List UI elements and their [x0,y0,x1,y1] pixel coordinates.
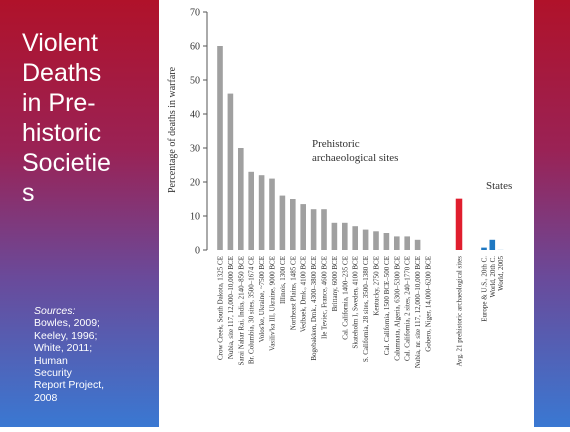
annotation-sites: archaeological sites [312,152,398,164]
source-line: Bowles, 2009; [34,317,154,329]
chart-panel: 0 10 20 30 40 50 60 70 Crow Creek, South Dakota… [159,0,534,427]
source-line: Security [34,367,154,379]
x-tick-label: Vasiliv'ka III, Ukraine, 9000 BCE [269,256,277,351]
bar [373,231,379,250]
x-tick-label: Brittany, 6000 BCE [331,256,339,311]
bar [259,175,265,250]
bar [300,204,306,250]
bar [228,94,234,250]
x-tick-label: Br. Columbia, 30 sites, 3500–1674 CE [248,256,256,364]
bar [352,226,358,250]
title-line: s [22,178,162,208]
x-tick-label: Europe & U.S., 20th C. [481,256,489,322]
bar-chart: 0 10 20 30 40 50 60 70 Crow Creek, South Dakota… [159,0,534,427]
y-axis: 0 10 20 30 40 50 60 70 [190,8,207,257]
title-line: Violent [22,28,162,58]
bar [363,230,369,250]
y-axis-label: Percentage of deaths in warfare [167,66,178,193]
slide-title: Violent Deaths in Pre- historic Societie… [22,28,162,208]
source-line: Report Project, [34,379,154,391]
x-tick-label: Cal. California, 2 sites, 240–1770 CE [404,256,412,361]
x-tick-label: World, 2005 [497,256,505,291]
x-tick-label: Avg. 21 prehistoric archaeological sites [456,256,464,367]
x-tick-label: Nubia, site 117, 12,000–10,000 BCE [227,256,235,359]
bar [238,148,244,250]
bar [456,199,463,250]
x-tick-label: Bogebakken, Dmk., 4300–3800 BCE [310,256,318,361]
annotation-prehistoric: Prehistoric [312,138,360,150]
bar [280,196,286,250]
y-tick-label: 70 [190,8,200,19]
bar [394,236,400,250]
bar [404,236,410,250]
bar [321,209,327,250]
title-line: historic [22,118,162,148]
sources-heading: Sources: [34,305,154,317]
title-line: in Pre- [22,88,162,118]
bar [290,199,296,250]
sources-block: Sources: Bowles, 2009; Keeley, 1996; Whi… [34,305,154,404]
x-tick-label: World, 20th C. [489,256,497,298]
source-line: White, 2011; [34,342,154,354]
bar [332,223,338,250]
title-line: Societie [22,148,162,178]
x-tick-label: Gobero, Niger, 14,000–6200 BCE [425,256,433,352]
bar [384,233,390,250]
x-tick-label: Illinois, 1300 CE [279,256,287,304]
x-tick-label: Volos'ke, Ukraine, ~7500 BCE [258,256,266,342]
title-line: Deaths [22,58,162,88]
bar [269,179,275,250]
y-tick-label: 0 [195,246,200,257]
bar [415,240,421,250]
x-tick-label: Calumnata, Algeria, 6300–5300 BCE [393,256,401,361]
bar [490,240,496,250]
x-tick-label: Ile Teviec, France, 4600 BCE [321,256,329,339]
bar [481,248,487,250]
y-tick-label: 20 [190,178,200,189]
bar [248,172,254,250]
y-tick-label: 50 [190,76,200,87]
x-tick-label: Sarai Nahar Rai, India, 2140–850 BCE [237,256,245,365]
x-tick-label: Cal. California, 1500 BCE–500 CE [383,256,391,355]
bar [342,223,348,250]
source-line: Human [34,355,154,367]
x-tick-label: Northeast Plains, 1485 CE [289,256,297,330]
y-tick-label: 10 [190,212,200,223]
bar [311,209,317,250]
x-tick-label: S. California, 28 sites, 3500–1380 CE [362,256,370,362]
source-line: 2008 [34,392,154,404]
bars-group [217,46,503,250]
y-tick-label: 30 [190,144,200,155]
y-tick-label: 40 [190,110,200,121]
source-line: Keeley, 1996; [34,330,154,342]
x-tick-label: Kentucky, 2750 BCE [373,256,381,316]
bar [217,46,223,250]
x-tick-label: Cal. California, 1400–235 CE [341,256,349,340]
y-tick-label: 60 [190,42,200,53]
x-tick-label: Nubia, nr. site 117, 12,000–10,000 BCE [414,256,422,368]
x-tick-label: Crow Creek, South Dakota, 1325 CE [217,256,225,360]
x-tick-label: Vedbaek, Dmk., 4100 BCE [300,256,308,332]
annotation-states: States [486,180,512,192]
x-tick-label: Skateholm I, Sweden, 4100 BCE [352,256,360,349]
